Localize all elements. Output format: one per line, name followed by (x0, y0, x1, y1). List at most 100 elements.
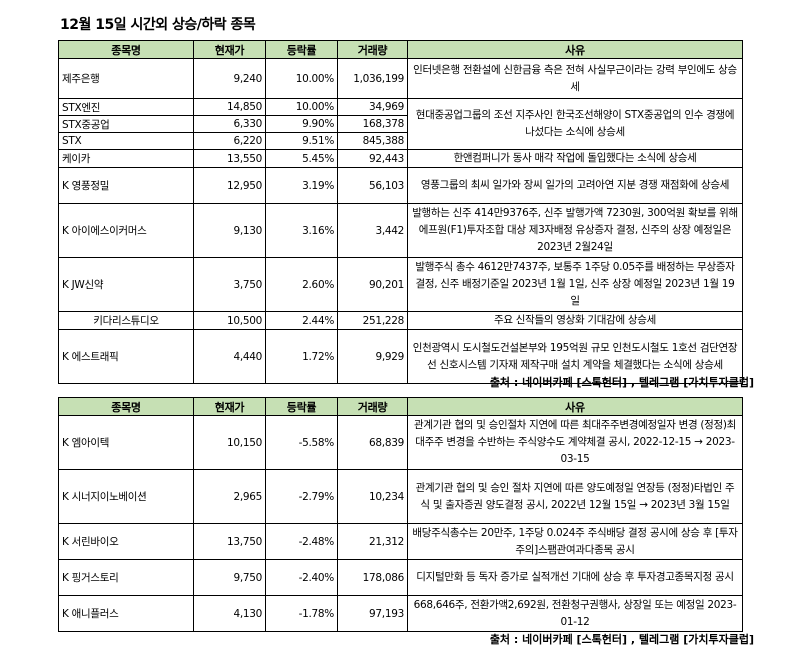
stock-change: -2.79% (265, 469, 338, 524)
stock-change: 10.00% (265, 58, 338, 99)
stock-volume: 68,839 (337, 415, 408, 470)
stock-volume: 9,929 (337, 329, 408, 384)
stock-volume: 97,193 (337, 595, 408, 632)
stock-change: 2.60% (265, 257, 338, 312)
stock-volume: 34,969 (337, 98, 408, 116)
stock-volume: 251,228 (337, 311, 408, 330)
table-row: K 에스트래픽 4,440 1.72% 9,929 인천광역시 도시철도건설본부… (58, 329, 743, 384)
stock-reason: 인터넷은행 전환설에 신한금융 측은 전혀 사실무근이라는 강력 부인에도 상승… (407, 58, 743, 99)
stock-price: 9,750 (193, 559, 266, 596)
stock-name: K 애니플러스 (58, 595, 194, 632)
stock-volume: 168,378 (337, 115, 408, 133)
source-note: 출처 : 네이버카페 [스톡헌터] , 텔레그램 [가치투자클럽] (489, 633, 754, 646)
table-row: 제주은행 9,240 10.00% 1,036,199 인터넷은행 전환설에 신… (58, 58, 743, 99)
stock-reason: 668,646주, 전환가액2,692원, 전환청구권행사, 상장일 또는 예정… (407, 595, 743, 632)
rising-stocks-table: 종목명 현재가 등락률 거래량 사유 제주은행 9,240 10.00% 1,0… (58, 40, 743, 384)
stock-change: 10.00% (265, 98, 338, 116)
stock-name: K 엠아이텍 (58, 415, 194, 470)
stock-reason: 배당주식총수는 20만주, 1주당 0.024주 주식배당 결정 공시에 상승 … (407, 523, 743, 560)
stock-name: K 시너지이노베이션 (58, 469, 194, 524)
stock-volume: 1,036,199 (337, 58, 408, 99)
stock-reason: 발행하는 신주 414만9376주, 신주 발행가액 7230원, 300억원 … (407, 203, 743, 258)
stock-volume: 21,312 (337, 523, 408, 560)
table-row: 케이카 13,550 5.45% 92,443 한앤컴퍼니가 동사 매각 작업에… (58, 149, 743, 168)
stock-reason: 한앤컴퍼니가 동사 매각 작업에 돌입했다는 소식에 상승세 (407, 149, 743, 168)
stock-change: 5.45% (265, 149, 338, 168)
stock-change: -5.58% (265, 415, 338, 470)
stock-change: 3.19% (265, 167, 338, 204)
stock-name: K 에스트래픽 (58, 329, 194, 384)
stock-reason: 관계기관 협의 및 승인 절차 지연에 따른 양도예정일 연장등 (정정)타법인… (407, 469, 743, 524)
table-row: K 엠아이텍 10,150 -5.58% 68,839 관계기관 협의 및 승인… (58, 415, 743, 470)
source-note: 출처 : 네이버카페 [스톡헌터] , 텔레그램 [가치투자클럽] (489, 376, 754, 389)
stock-price: 14,850 (193, 98, 266, 116)
stock-price: 3,750 (193, 257, 266, 312)
stock-change: 3.16% (265, 203, 338, 258)
stock-price: 6,220 (193, 132, 266, 150)
stock-name: STX중공업 (58, 115, 194, 133)
header-volume: 거래량 (337, 40, 408, 59)
table-row: K 핑거스토리 9,750 -2.40% 178,086 디지털만화 등 독자 … (58, 559, 743, 596)
stock-reason: 현대중공업그룹의 조선 지주사인 한국조선해양이 STX중공업의 인수 경쟁에 … (407, 98, 743, 150)
stock-reason: 관계기관 협의 및 승인절차 지연에 따른 최대주주변경예정일자 변경 (정정)… (407, 415, 743, 470)
stock-change: -2.48% (265, 523, 338, 560)
stock-change: 9.90% (265, 115, 338, 133)
table-row: K 애니플러스 4,130 -1.78% 97,193 668,646주, 전환… (58, 595, 743, 632)
table-row: K 시너지이노베이션 2,965 -2.79% 10,234 관계기관 협의 및… (58, 469, 743, 524)
stock-name: K 핑거스토리 (58, 559, 194, 596)
stock-volume: 845,388 (337, 132, 408, 150)
stock-name: 키다리스튜디오 (58, 311, 194, 330)
table-row: K 아이에스이커머스 9,130 3.16% 3,442 발행하는 신주 414… (58, 203, 743, 258)
stock-reason: 영풍그룹의 최씨 일가와 장씨 일가의 고려아연 지분 경쟁 재점화에 상승세 (407, 167, 743, 204)
stock-price: 6,330 (193, 115, 266, 133)
stock-volume: 92,443 (337, 149, 408, 168)
stock-reason: 주요 신작들의 영상화 기대감에 상승세 (407, 311, 743, 330)
stock-price: 13,750 (193, 523, 266, 560)
stock-name: K JW신약 (58, 257, 194, 312)
stock-price: 9,240 (193, 58, 266, 99)
table-row: K JW신약 3,750 2.60% 90,201 발행주식 총수 4612만7… (58, 257, 743, 312)
header-name: 종목명 (58, 397, 194, 416)
stock-change: 2.44% (265, 311, 338, 330)
stock-volume: 178,086 (337, 559, 408, 596)
stock-price: 4,130 (193, 595, 266, 632)
header-row: 종목명 현재가 등락률 거래량 사유 (58, 40, 743, 59)
stock-price: 10,500 (193, 311, 266, 330)
stock-price: 13,550 (193, 149, 266, 168)
stock-price: 10,150 (193, 415, 266, 470)
falling-stocks-table: 종목명 현재가 등락률 거래량 사유 K 엠아이텍 10,150 -5.58% … (58, 397, 743, 632)
stock-price: 9,130 (193, 203, 266, 258)
header-change: 등락률 (265, 397, 338, 416)
stock-reason: 인천광역시 도시철도건설본부와 195억원 규모 인천도시철도 1호선 검단연장… (407, 329, 743, 384)
page-title: 12월 15일 시간외 상승/하락 종목 (60, 17, 256, 33)
stock-volume: 3,442 (337, 203, 408, 258)
stock-volume: 90,201 (337, 257, 408, 312)
stock-change: 1.72% (265, 329, 338, 384)
stock-name: 제주은행 (58, 58, 194, 99)
header-price: 현재가 (193, 397, 266, 416)
stock-reason: 디지털만화 등 독자 증가로 실적개선 기대에 상승 후 투자경고종목지정 공시 (407, 559, 743, 596)
stock-volume: 56,103 (337, 167, 408, 204)
table-row: STX엔진 14,850 10.00% 34,969 현대중공업그룹의 조선 지… (58, 98, 743, 150)
stock-change: -1.78% (265, 595, 338, 632)
stock-reason: 발행주식 총수 4612만7437주, 보통주 1주당 0.05주를 배정하는 … (407, 257, 743, 312)
header-change: 등락률 (265, 40, 338, 59)
stock-price: 12,950 (193, 167, 266, 204)
stock-name: STX (58, 132, 194, 150)
header-name: 종목명 (58, 40, 194, 59)
stock-price: 4,440 (193, 329, 266, 384)
header-row: 종목명 현재가 등락률 거래량 사유 (58, 397, 743, 416)
header-price: 현재가 (193, 40, 266, 59)
header-reason: 사유 (407, 40, 743, 59)
stock-name: K 서린바이오 (58, 523, 194, 560)
header-volume: 거래량 (337, 397, 408, 416)
stock-name: K 영풍정밀 (58, 167, 194, 204)
stock-price: 2,965 (193, 469, 266, 524)
header-reason: 사유 (407, 397, 743, 416)
stock-volume: 10,234 (337, 469, 408, 524)
stock-name: 케이카 (58, 149, 194, 168)
table-row: K 영풍정밀 12,950 3.19% 56,103 영풍그룹의 최씨 일가와 … (58, 167, 743, 204)
stock-change: -2.40% (265, 559, 338, 596)
table-row: K 서린바이오 13,750 -2.48% 21,312 배당주식총수는 20만… (58, 523, 743, 560)
stock-change: 9.51% (265, 132, 338, 150)
